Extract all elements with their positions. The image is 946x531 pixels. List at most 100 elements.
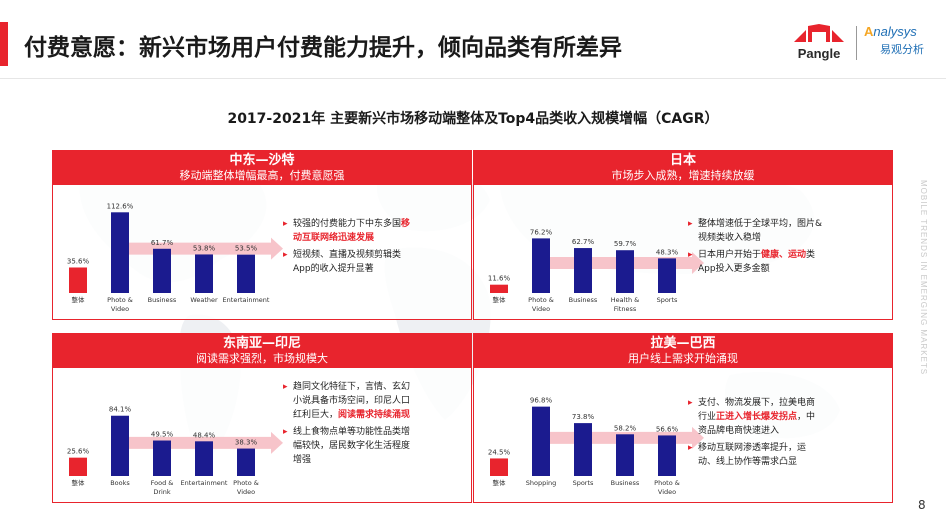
data-label: 96.8% bbox=[530, 397, 553, 405]
panel-title: 日本 bbox=[669, 153, 696, 168]
bullet-icon: ▸ bbox=[688, 443, 693, 453]
note-text: 整体增速低于全球平均，图片&视频类收入稳增 bbox=[698, 219, 823, 243]
bar bbox=[153, 248, 171, 293]
category-label: Photo & bbox=[654, 479, 680, 487]
bar-chart: 11.6% 整体 76.2% Photo &Video 62.7% Business 59.… bbox=[488, 228, 704, 313]
analysys-logo: Analysys 易观分析 bbox=[864, 24, 942, 64]
bar-total bbox=[490, 458, 508, 476]
bar bbox=[111, 212, 129, 293]
chart-main-title: 2017-2021年 主要新兴市场移动端整体及Top4品类收入规模增幅（CAGR… bbox=[227, 111, 719, 127]
note-text: 移动互联网渗透率提升，运动、线上协作等需求凸显 bbox=[698, 443, 807, 467]
title-accent-bar bbox=[0, 22, 8, 66]
category-label: Drink bbox=[153, 488, 171, 496]
data-label: 76.2% bbox=[530, 228, 553, 236]
note-item: ▸ 日本用户开始于健康、运动类App投入更多金额 bbox=[688, 248, 823, 276]
category-label: Video bbox=[658, 488, 676, 496]
panel-title: 中东—沙特 bbox=[229, 153, 295, 168]
category-label: Photo & bbox=[528, 296, 554, 304]
bar bbox=[195, 254, 213, 293]
panel-header: 中东—沙特 移动端整体增幅最高，付费意愿强 bbox=[53, 151, 471, 185]
category-label: Weather bbox=[190, 296, 218, 304]
category-label: Shopping bbox=[526, 479, 557, 487]
data-label: 56.6% bbox=[656, 425, 679, 433]
bar-chart: 24.5% 整体 96.8% Shopping 73.8% Sports 58.2% Busi… bbox=[488, 397, 704, 496]
bullet-icon: ▸ bbox=[688, 398, 693, 408]
data-label: 58.2% bbox=[614, 424, 637, 432]
note-item: ▸ 移动互联网渗透率提升，运动、线上协作等需求凸显 bbox=[688, 441, 823, 469]
panel-title: 拉美—巴西 bbox=[650, 336, 716, 351]
note-item: ▸ 较强的付费能力下中东多国移动互联网络迅速发展 bbox=[283, 217, 418, 245]
panel-notes: ▸ 趋同文化特征下，言情、玄幻小说具备市场空间，印尼人口红利巨大，阅读需求持续涌现… bbox=[283, 380, 418, 470]
note-highlight: 阅读需求持续涌现 bbox=[338, 410, 411, 420]
bar bbox=[153, 440, 171, 476]
panel-notes: ▸ 支付、物流发展下，拉美电商行业正进入增长爆发拐点，中资品牌电商快速进入 ▸ 移动互… bbox=[688, 396, 823, 472]
pangle-logo: Pangle bbox=[788, 24, 850, 64]
category-label: 整体 bbox=[72, 295, 86, 304]
bar-total bbox=[490, 284, 508, 293]
bullet-icon: ▸ bbox=[283, 219, 288, 229]
bar bbox=[574, 423, 592, 476]
panel-subtitle: 用户线上需求开始涌现 bbox=[628, 352, 738, 365]
category-label: Photo & bbox=[107, 296, 133, 304]
pangle-logo-text: Pangle bbox=[797, 46, 841, 61]
category-label: Entertainment bbox=[181, 479, 228, 487]
panel-middle-east-saudi: 中东—沙特 移动端整体增幅最高，付费意愿强 35.6% 整体 112.6% Photo… bbox=[52, 150, 472, 320]
bar bbox=[658, 435, 676, 476]
category-label: Video bbox=[237, 488, 255, 496]
bar bbox=[574, 248, 592, 293]
data-label: 61.7% bbox=[151, 239, 174, 247]
note-text: 日本用户开始于 bbox=[698, 250, 762, 260]
pangle-roof-icon bbox=[794, 24, 844, 42]
note-item: ▸ 线上食物点单等功能性品类增幅较快，居民数字化生活程度增强 bbox=[283, 425, 418, 467]
category-label: Health & bbox=[611, 296, 639, 304]
bar-total bbox=[69, 457, 87, 476]
panel-subtitle: 移动端整体增幅最高，付费意愿强 bbox=[179, 169, 345, 182]
category-label: Business bbox=[569, 296, 598, 304]
bullet-icon: ▸ bbox=[688, 250, 693, 260]
data-label: 11.6% bbox=[488, 275, 511, 283]
note-text: 较强的付费能力下中东多国 bbox=[293, 219, 402, 229]
category-label: 整体 bbox=[72, 478, 86, 487]
note-highlight: 健康、运动 bbox=[761, 250, 807, 260]
panel-header: 拉美—巴西 用户线上需求开始涌现 bbox=[474, 334, 892, 368]
bar bbox=[616, 434, 634, 476]
category-label: Sports bbox=[573, 479, 594, 487]
note-text: 趋同文化特征下，言情、玄幻小说具备市场空间，印尼人口红利巨大， bbox=[293, 382, 411, 420]
category-label: Food & bbox=[151, 479, 174, 487]
panel-latin-america-brazil: 拉美—巴西 用户线上需求开始涌现 24.5% 整体 96.8% Shopping 73.… bbox=[473, 333, 893, 503]
note-highlight: 移动互联网络迅速发展 bbox=[293, 219, 411, 243]
analysys-logo-cn: 易观分析 bbox=[880, 43, 924, 56]
note-text: 短视频、直播及视频剪辑类App的收入提升显著 bbox=[293, 250, 402, 274]
panel-header: 东南亚—印尼 阅读需求强烈，市场规模大 bbox=[53, 334, 471, 368]
note-item: ▸ 趋同文化特征下，言情、玄幻小说具备市场空间，印尼人口红利巨大，阅读需求持续涌现 bbox=[283, 380, 418, 422]
category-label: Entertainment bbox=[223, 296, 270, 304]
note-item: ▸ 整体增速低于全球平均，图片&视频类收入稳增 bbox=[688, 217, 823, 245]
data-label: 59.7% bbox=[614, 240, 637, 248]
category-label: Video bbox=[111, 305, 129, 313]
side-vertical-text: MOBILE TRENDS IN EMERGING MARKETS bbox=[919, 180, 928, 376]
page-title: 付费意愿：新兴市场用户付费能力提升，倾向品类有所差异 bbox=[24, 35, 622, 61]
data-label: 73.8% bbox=[572, 413, 595, 421]
data-label: 53.5% bbox=[235, 245, 258, 253]
data-label: 24.5% bbox=[488, 448, 511, 456]
panel-southeast-asia-indonesia: 东南亚—印尼 阅读需求强烈，市场规模大 25.6% 整体 84.1% Books 49.… bbox=[52, 333, 472, 503]
bullet-icon: ▸ bbox=[283, 427, 288, 437]
category-label: Books bbox=[110, 479, 130, 487]
bar-total bbox=[69, 267, 87, 293]
data-label: 25.6% bbox=[67, 448, 90, 456]
bar bbox=[111, 415, 129, 476]
bar bbox=[237, 448, 255, 476]
data-label: 48.3% bbox=[656, 248, 679, 256]
note-text: 类App投入更多金额 bbox=[698, 250, 816, 274]
data-label: 84.1% bbox=[109, 406, 132, 414]
category-label: Business bbox=[148, 296, 177, 304]
category-label: Video bbox=[532, 305, 550, 313]
bar bbox=[532, 238, 550, 293]
bar bbox=[237, 254, 255, 293]
bar bbox=[616, 250, 634, 293]
data-label: 38.3% bbox=[235, 439, 258, 447]
panel-japan: 日本 市场步入成熟，增速持续放缓 11.6% 整体 76.2% Photo & Vide… bbox=[473, 150, 893, 320]
note-text: 线上食物点单等功能性品类增幅较快，居民数字化生活程度增强 bbox=[293, 427, 411, 465]
header-divider bbox=[0, 78, 946, 79]
data-label: 62.7% bbox=[572, 238, 595, 246]
